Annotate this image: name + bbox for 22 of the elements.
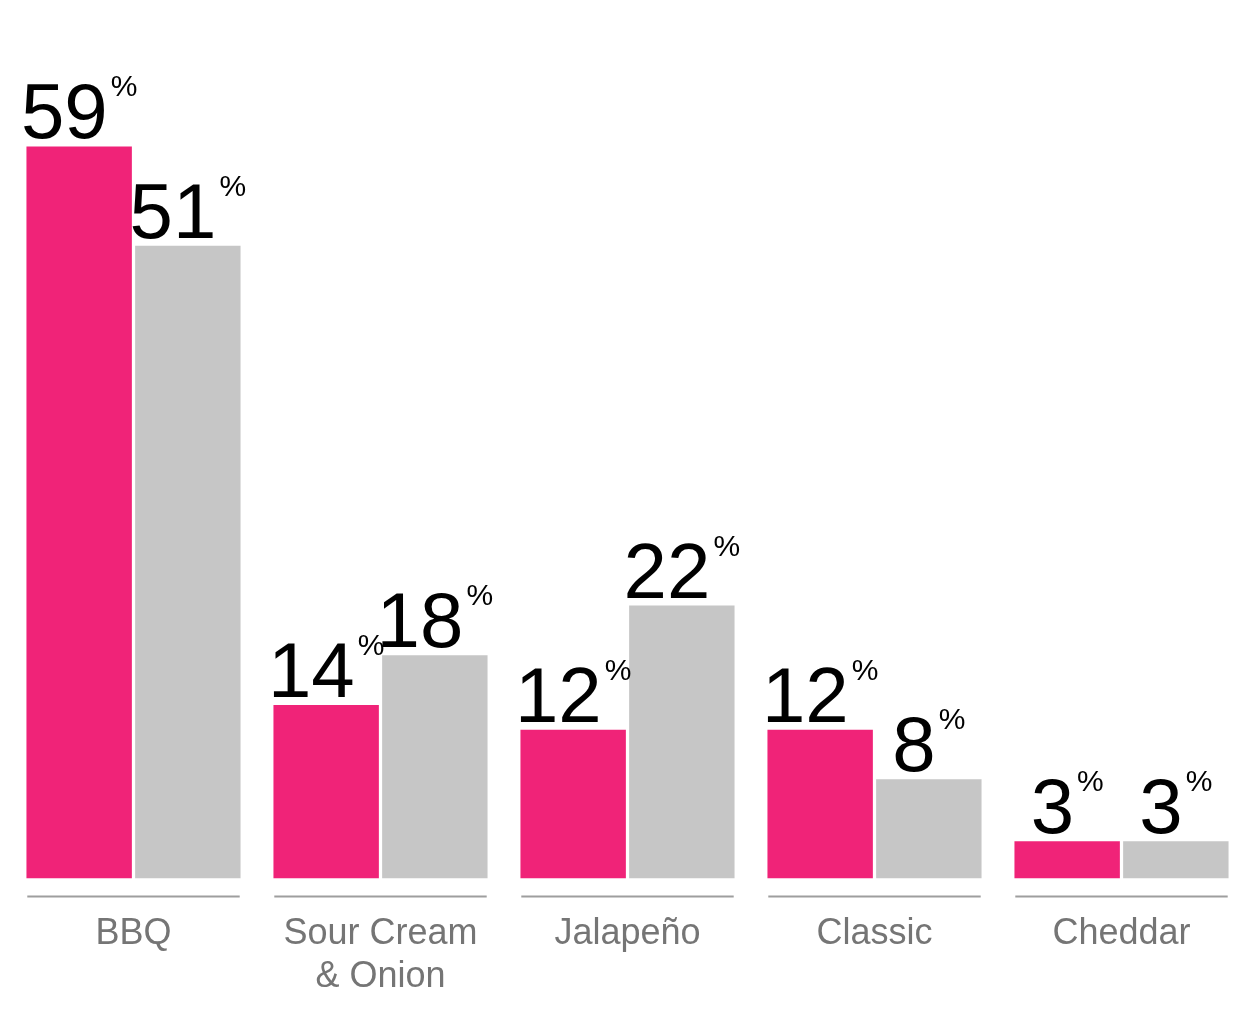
data-label: 8% bbox=[892, 700, 966, 789]
x-tick-label: Classic bbox=[816, 911, 933, 953]
data-label: 12% bbox=[514, 650, 632, 739]
x-tick-label: BBQ bbox=[95, 911, 172, 953]
bar bbox=[26, 146, 132, 879]
x-tick-label: Sour Cream & Onion bbox=[283, 911, 478, 996]
bar bbox=[520, 729, 626, 879]
bar bbox=[876, 779, 982, 879]
data-label: 59% bbox=[20, 67, 138, 156]
bar bbox=[767, 729, 873, 879]
data-label: 12% bbox=[761, 650, 879, 739]
bar bbox=[135, 245, 241, 879]
data-label: 51% bbox=[129, 166, 247, 255]
bar bbox=[629, 605, 735, 879]
x-tick-label: Jalapeño bbox=[554, 911, 701, 953]
data-label: 22% bbox=[623, 526, 741, 615]
bar bbox=[382, 655, 488, 879]
data-label: 3% bbox=[1139, 762, 1213, 851]
data-label: 3% bbox=[1030, 762, 1104, 851]
bar bbox=[1014, 841, 1120, 879]
x-tick-label: Cheddar bbox=[1052, 911, 1191, 953]
bar bbox=[273, 704, 379, 879]
